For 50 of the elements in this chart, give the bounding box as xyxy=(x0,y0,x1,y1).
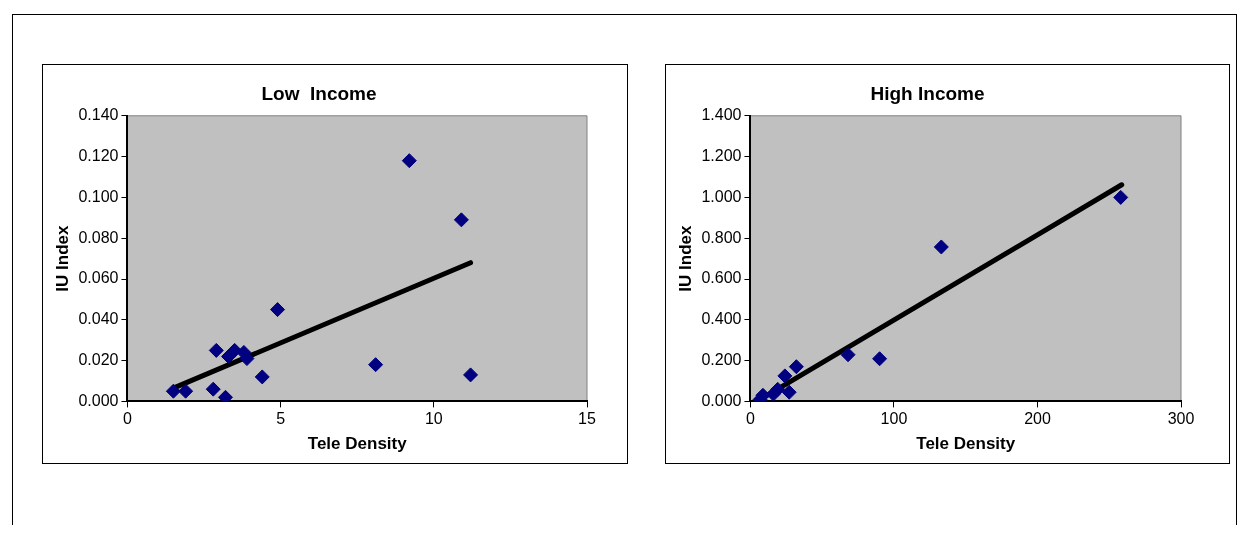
chart-title: High Income xyxy=(870,82,985,104)
y-tick-label: 0.000 xyxy=(701,391,742,409)
x-tick-label: 10 xyxy=(424,410,443,428)
y-tick-label: 1.400 xyxy=(701,106,742,124)
y-tick-label: 0.800 xyxy=(701,228,742,246)
y-tick-label: 0.100 xyxy=(78,187,119,205)
y-tick-label: 0.400 xyxy=(701,310,742,328)
point xyxy=(401,153,417,169)
x-tick-label: 15 xyxy=(578,410,596,428)
point xyxy=(254,369,270,385)
point xyxy=(178,383,194,399)
y-axis-title: IU Index xyxy=(52,224,72,292)
x-tick-label: 300 xyxy=(1167,410,1195,428)
x-axis-title: Tele Density xyxy=(307,434,408,454)
x-tick-label: 0 xyxy=(122,410,132,428)
x-tick-label: 5 xyxy=(276,410,286,428)
point xyxy=(208,342,224,358)
y-tick-label: 0.060 xyxy=(78,269,119,287)
point xyxy=(165,383,181,399)
y-tick-label: 1.200 xyxy=(701,147,742,165)
x-tick-label: 100 xyxy=(880,410,908,428)
y-tick-label: 0.080 xyxy=(78,228,119,246)
x-tick-label: 200 xyxy=(1024,410,1051,428)
y-tick-label: 0.140 xyxy=(78,106,119,124)
point xyxy=(872,351,888,367)
y-axis-title: IU Index xyxy=(675,224,695,292)
point xyxy=(781,384,797,400)
point xyxy=(217,389,233,402)
point xyxy=(368,357,384,373)
point xyxy=(453,212,469,228)
y-tick-label: 0.200 xyxy=(701,351,742,369)
point xyxy=(755,387,771,402)
point xyxy=(840,347,856,363)
point xyxy=(270,302,286,318)
point xyxy=(777,368,793,384)
point xyxy=(1113,189,1129,205)
y-tick-label: 0.000 xyxy=(78,391,119,409)
chart-title: Low Income xyxy=(261,82,377,104)
y-tick-label: 0.020 xyxy=(78,351,119,369)
y-tick-label: 0.120 xyxy=(78,147,119,165)
point xyxy=(205,381,221,397)
point xyxy=(463,367,479,383)
y-tick-label: 1.000 xyxy=(701,187,742,205)
x-tick-label: 0 xyxy=(745,410,755,428)
point xyxy=(770,381,786,397)
point xyxy=(788,359,804,375)
y-tick-label: 0.040 xyxy=(78,310,119,328)
y-tick-label: 0.600 xyxy=(701,269,742,287)
point xyxy=(933,239,949,255)
x-axis-title: Tele Density xyxy=(916,434,1016,454)
